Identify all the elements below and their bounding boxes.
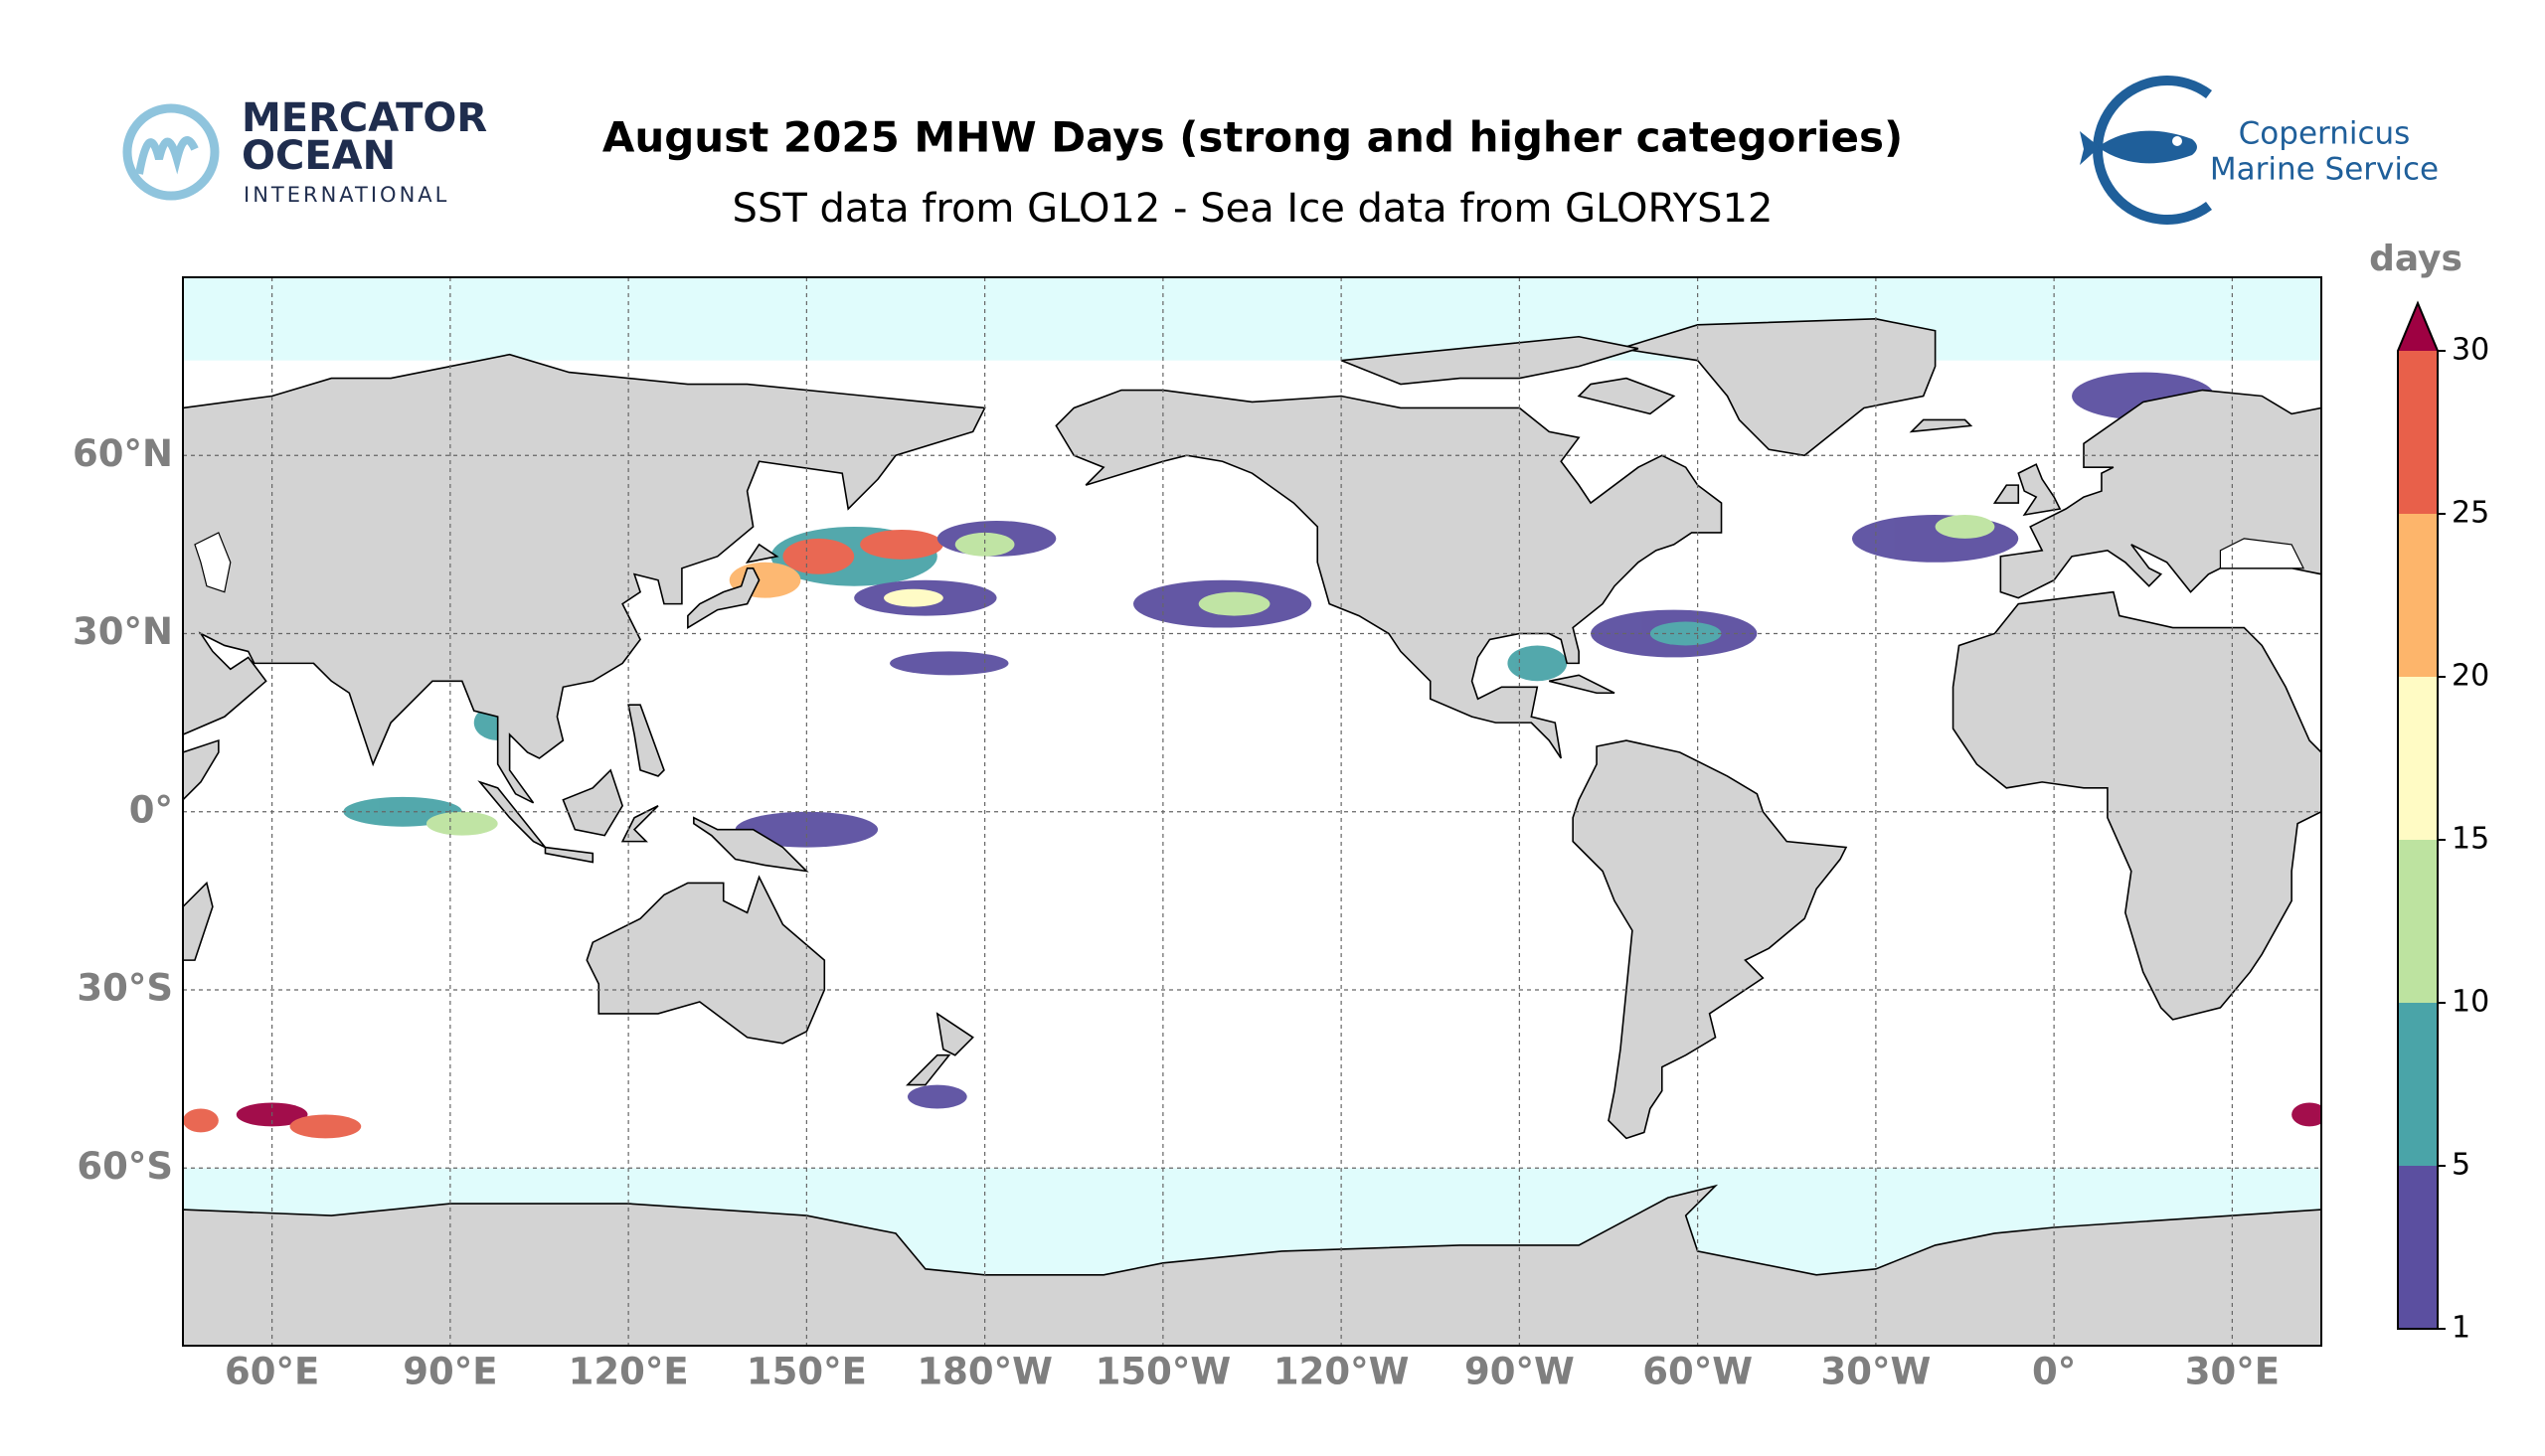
- logo-text: MERCATOR: [242, 95, 487, 141]
- colorbar-label: days: [2369, 239, 2462, 279]
- map: [183, 277, 2321, 1346]
- lat-label: 30°S: [77, 967, 173, 1010]
- lon-label: 180°W: [917, 1351, 1053, 1393]
- lon-label: 120°W: [1273, 1351, 1410, 1393]
- colorbar-segment: [2398, 351, 2438, 514]
- colorbar-tick-label: 25: [2452, 496, 2489, 531]
- colorbar-segment: [2398, 1166, 2438, 1329]
- lon-label: 90°E: [403, 1351, 497, 1393]
- lon-label: 30°E: [2185, 1351, 2280, 1393]
- lon-label: 90°W: [1464, 1351, 1575, 1393]
- axis-labels: 60°E 90°E 120°E 150°E 180°W 150°W 120°W 90°W 60°…: [73, 432, 2280, 1393]
- lat-label: 30°N: [73, 610, 173, 653]
- logo-text: Copernicus: [2239, 116, 2411, 152]
- logo-text: OCEAN: [242, 133, 396, 179]
- land: [183, 319, 2321, 1346]
- logo-text: INTERNATIONAL: [244, 183, 449, 207]
- lat-label: 60°S: [77, 1145, 173, 1188]
- mercator-logo: MERCATOR OCEAN INTERNATIONAL: [122, 95, 487, 207]
- colorbar-tick-label: 20: [2452, 659, 2489, 694]
- title: August 2025 MHW Days (strong and higher …: [602, 113, 1903, 162]
- colorbar-tick-label: 30: [2452, 333, 2489, 368]
- subtitle: SST data from GLO12 - Sea Ice data from …: [733, 186, 1774, 232]
- lon-label: 60°W: [1642, 1351, 1753, 1393]
- lon-label: 120°E: [569, 1351, 689, 1393]
- lat-label: 60°N: [73, 432, 173, 475]
- colorbar-segment: [2398, 514, 2438, 677]
- colorbar-extend: [2398, 303, 2438, 351]
- colorbar-tick-label: 1: [2452, 1311, 2470, 1346]
- sea-ice: [183, 277, 2321, 361]
- colorbar-segment: [2398, 1003, 2438, 1166]
- colorbar-segment: [2398, 840, 2438, 1003]
- lat-label: 0°: [129, 788, 173, 831]
- lon-label: 150°E: [747, 1351, 867, 1393]
- colorbar-outline: [2397, 300, 2439, 1330]
- lon-label: 150°W: [1096, 1351, 1232, 1393]
- colorbar-tick-label: 5: [2452, 1148, 2470, 1183]
- graticule: [183, 277, 2321, 1346]
- colorbar-tick-label: 15: [2452, 822, 2489, 857]
- logo-text: Marine Service: [2210, 152, 2439, 188]
- colorbar-tick-label: 10: [2452, 985, 2489, 1020]
- lon-label: 60°E: [225, 1351, 319, 1393]
- copernicus-logo: Copernicus Marine Service: [2080, 76, 2439, 225]
- lon-label: 30°W: [1820, 1351, 1931, 1393]
- map-frame: [182, 276, 2322, 1347]
- colorbar-segment: [2398, 677, 2438, 840]
- lon-label: 0°: [2032, 1351, 2076, 1393]
